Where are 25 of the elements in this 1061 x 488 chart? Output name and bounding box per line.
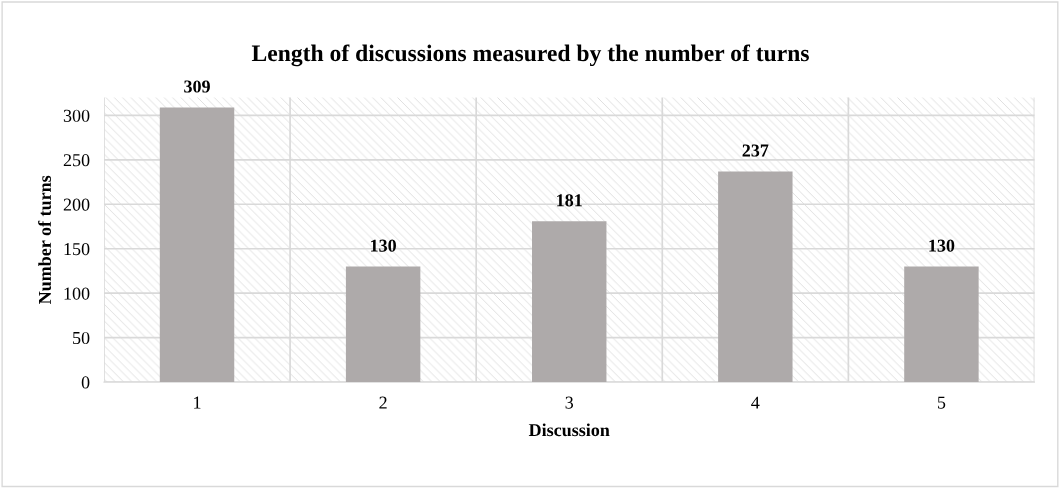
y-tick-label: 0 [81,376,90,389]
data-label: 237 [742,144,769,157]
chart-title: Length of discussions measured by the number of turns [251,44,809,67]
y-tick-label: 200 [63,198,90,211]
x-axis-title: Discussion [528,423,610,437]
y-tick-label: 100 [64,287,90,300]
bar [904,266,979,383]
data-label: 181 [557,194,582,207]
x-tick-label: 5 [937,396,946,409]
x-tick-label: 2 [379,396,387,409]
x-tick-label: 3 [565,396,574,409]
x-tick-label: 1 [194,396,201,409]
data-label: 130 [371,239,396,252]
bar [159,107,235,383]
y-tick-label: 150 [64,243,90,256]
data-label: 130 [929,239,955,252]
bar [345,266,421,383]
y-tick-label: 300 [63,109,90,122]
y-tick-label: 50 [73,331,90,345]
y-axis-title: Number of turns [38,175,52,305]
bar [718,171,793,383]
x-tick-label: 4 [751,396,760,409]
y-tick-label: 250 [63,154,90,167]
bar [532,221,607,383]
data-label: 309 [184,80,210,93]
